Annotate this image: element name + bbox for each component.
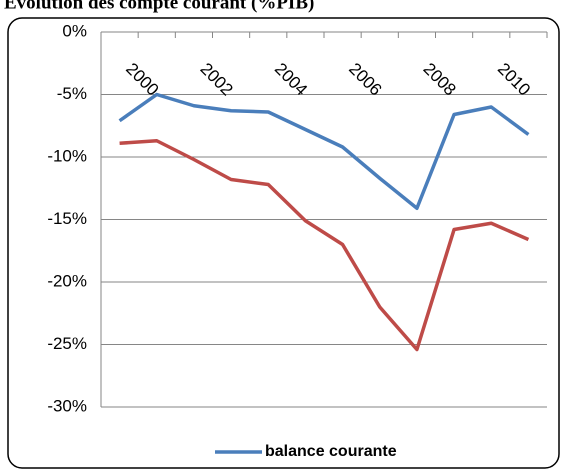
y-tick-label: -15% — [47, 209, 87, 228]
chart-title: Evolution des compte courant (%PIB) — [4, 0, 314, 13]
series-line — [119, 139, 530, 352]
chart-frame — [7, 17, 560, 469]
y-tick-label: -25% — [47, 334, 87, 353]
y-tick-label: -10% — [47, 146, 87, 165]
series-line — [118, 92, 530, 210]
legend-label: balance courante — [265, 443, 397, 460]
y-tick-label: -30% — [47, 396, 87, 415]
y-tick-label: -20% — [47, 271, 87, 290]
y-tick-label: -5% — [57, 84, 87, 103]
y-tick-label: 0% — [62, 21, 87, 40]
